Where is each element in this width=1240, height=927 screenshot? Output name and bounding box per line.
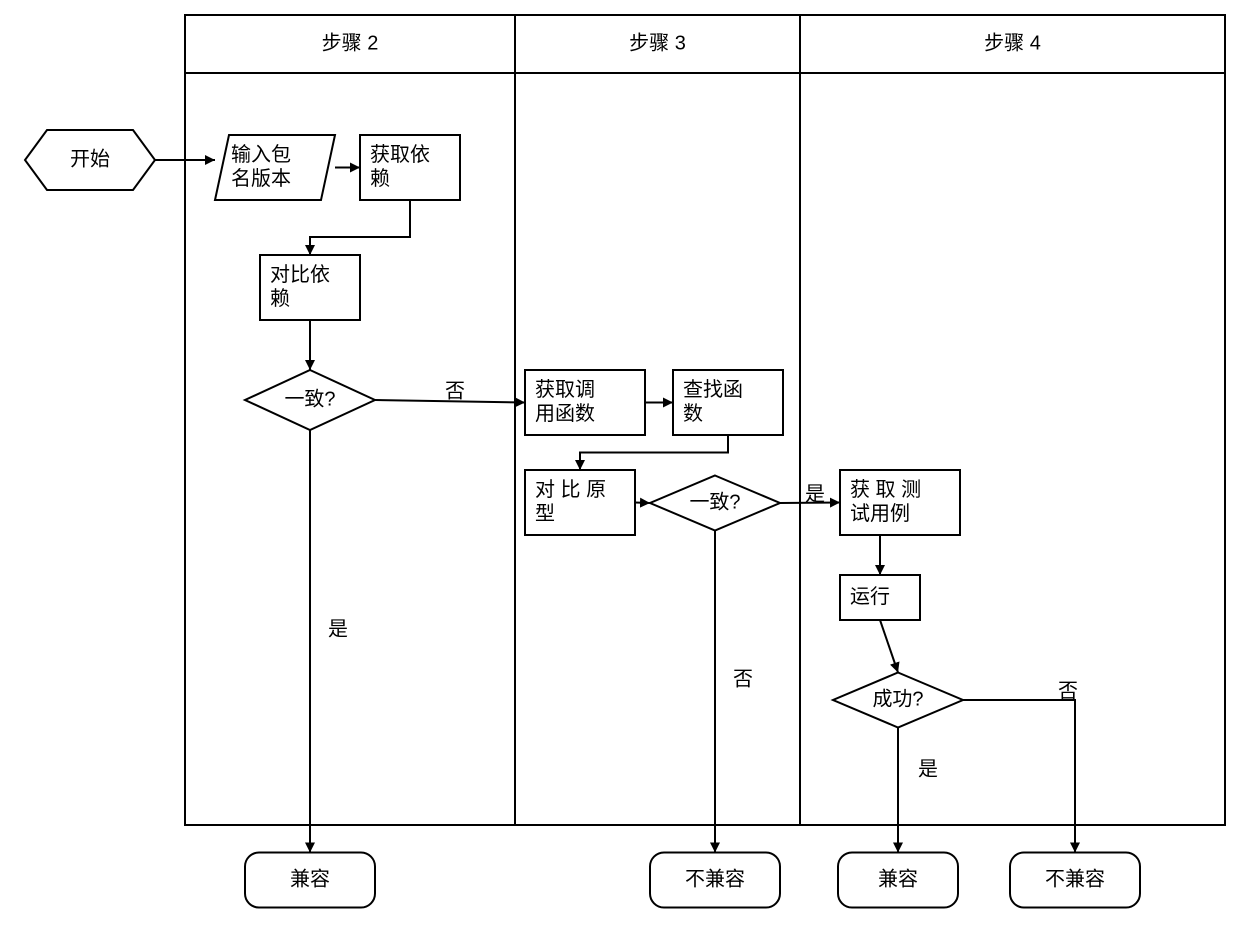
decision-label: 一致?	[689, 490, 740, 513]
edge-label-dec2_yes: 是	[805, 483, 825, 505]
process-label: 用函数	[535, 402, 595, 425]
edge-label-dec2_no: 否	[733, 668, 753, 690]
decision-label: 成功?	[872, 687, 923, 710]
edge-run-dec3	[880, 620, 898, 673]
process-label: 获取依	[370, 143, 430, 166]
terminal-label: 兼容	[290, 867, 330, 890]
edge-label-dec1_no: 否	[445, 380, 465, 402]
flowchart-diagram: 步骤 2步骤 3步骤 4开始输入包名版本获取依赖对比依赖一致?获取调用函数查找函…	[0, 0, 1240, 927]
process-label: 试用例	[850, 502, 910, 525]
process-label: 获 取 测	[850, 478, 921, 501]
process-label: 查找函	[683, 378, 743, 401]
process-label: 对 比 原	[535, 478, 606, 501]
terminal-label: 兼容	[878, 867, 918, 890]
decision-label: 一致?	[284, 387, 335, 410]
process-label: 运行	[850, 585, 890, 608]
process-label: 赖	[270, 287, 290, 310]
terminal-label: 不兼容	[1045, 867, 1105, 890]
swimlane-frame	[185, 15, 1225, 825]
process-label: 型	[535, 502, 555, 525]
edge-getdeps-cmpdeps	[310, 200, 410, 255]
swimlane-header: 步骤 2	[322, 31, 379, 54]
swimlane-header: 步骤 4	[984, 31, 1041, 54]
edge-cmpproto-dec2	[635, 503, 650, 504]
io-label: 输入包	[231, 143, 291, 166]
process-label: 对比依	[270, 263, 330, 286]
process-label: 获取调	[535, 378, 595, 401]
process-label: 赖	[370, 167, 390, 190]
edge-label-dec3_yes: 是	[918, 758, 938, 780]
edge-label-dec1_yes: 是	[328, 618, 348, 640]
start-label: 开始	[70, 147, 110, 170]
process-label: 数	[683, 402, 703, 425]
terminal-label: 不兼容	[685, 867, 745, 890]
edge-dec3-no	[963, 700, 1075, 853]
edge-label-dec3_no: 否	[1058, 680, 1078, 702]
swimlane-header: 步骤 3	[629, 31, 686, 54]
io-label: 名版本	[231, 167, 291, 190]
edge-findfn-cmpproto	[580, 435, 728, 470]
